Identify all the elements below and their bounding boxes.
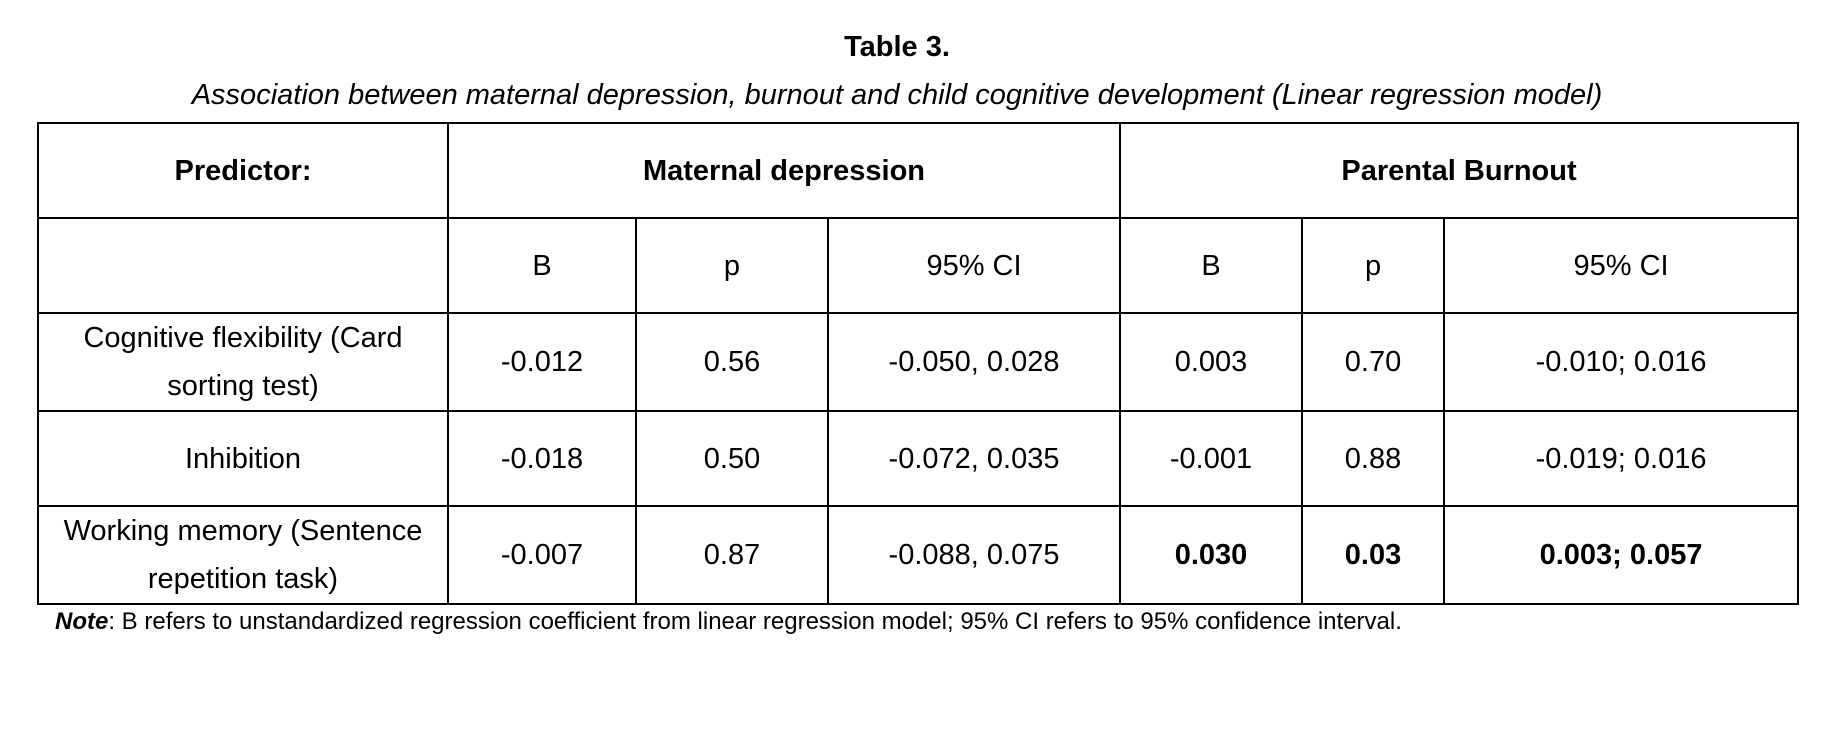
- table-header-row: Predictor: Maternal depression Parental …: [37, 122, 1800, 219]
- table-caption: Association between maternal depression,…: [191, 79, 1603, 111]
- subheader-blank: [37, 217, 449, 314]
- cell-b-maternal: -0.007: [447, 505, 637, 605]
- cell-b-burnout: 0.030: [1119, 505, 1304, 605]
- cell-ci-burnout: 0.003; 0.057: [1443, 505, 1800, 605]
- cell-p-burnout: 0.88: [1301, 410, 1446, 507]
- note-label: Note: [55, 608, 109, 635]
- cell-ci-burnout: -0.019; 0.016: [1443, 410, 1800, 507]
- subheader-b-maternal: B: [447, 217, 637, 314]
- table-title: Table 3.: [844, 31, 950, 63]
- cell-ci-maternal: -0.050, 0.028: [826, 312, 1122, 412]
- cell-ci-maternal: -0.088, 0.075: [826, 505, 1122, 605]
- row-predictor: Working memory (Sentence repetition task…: [37, 505, 449, 605]
- cell-p-burnout: 0.03: [1301, 505, 1446, 605]
- row-predictor: Cognitive flexibility (Card sorting test…: [37, 312, 449, 412]
- table-row: Inhibition -0.018 0.50 -0.072, 0.035 -0.…: [37, 410, 1800, 507]
- cell-p-maternal: 0.50: [635, 410, 829, 507]
- subheader-p-burnout: p: [1301, 217, 1446, 314]
- table-subheader-row: B p 95% CI B p 95% CI: [37, 217, 1800, 314]
- row-predictor: Inhibition: [37, 410, 449, 507]
- cell-ci-maternal: -0.072, 0.035: [826, 410, 1122, 507]
- cell-ci-burnout: -0.010; 0.016: [1443, 312, 1800, 412]
- subheader-b-burnout: B: [1119, 217, 1304, 314]
- cell-b-burnout: 0.003: [1119, 312, 1304, 412]
- cell-b-maternal: -0.018: [447, 410, 637, 507]
- header-maternal-depression: Maternal depression: [446, 122, 1122, 219]
- note-text: : B refers to unstandardized regression …: [108, 608, 1402, 635]
- regression-table: Predictor: Maternal depression Parental …: [37, 122, 1800, 605]
- cell-p-burnout: 0.70: [1301, 312, 1446, 412]
- cell-p-maternal: 0.56: [635, 312, 829, 412]
- cell-p-maternal: 0.87: [635, 505, 829, 605]
- cell-b-maternal: -0.012: [447, 312, 637, 412]
- subheader-p-maternal: p: [635, 217, 829, 314]
- table-row: Working memory (Sentence repetition task…: [37, 505, 1800, 605]
- subheader-ci-maternal: 95% CI: [826, 217, 1122, 314]
- header-predictor: Predictor:: [37, 122, 449, 219]
- table-note: Note: B refers to unstandardized regress…: [55, 607, 1402, 637]
- subheader-ci-burnout: 95% CI: [1443, 217, 1800, 314]
- table-row: Cognitive flexibility (Card sorting test…: [37, 312, 1800, 412]
- cell-b-burnout: -0.001: [1119, 410, 1304, 507]
- header-parental-burnout: Parental Burnout: [1119, 122, 1800, 219]
